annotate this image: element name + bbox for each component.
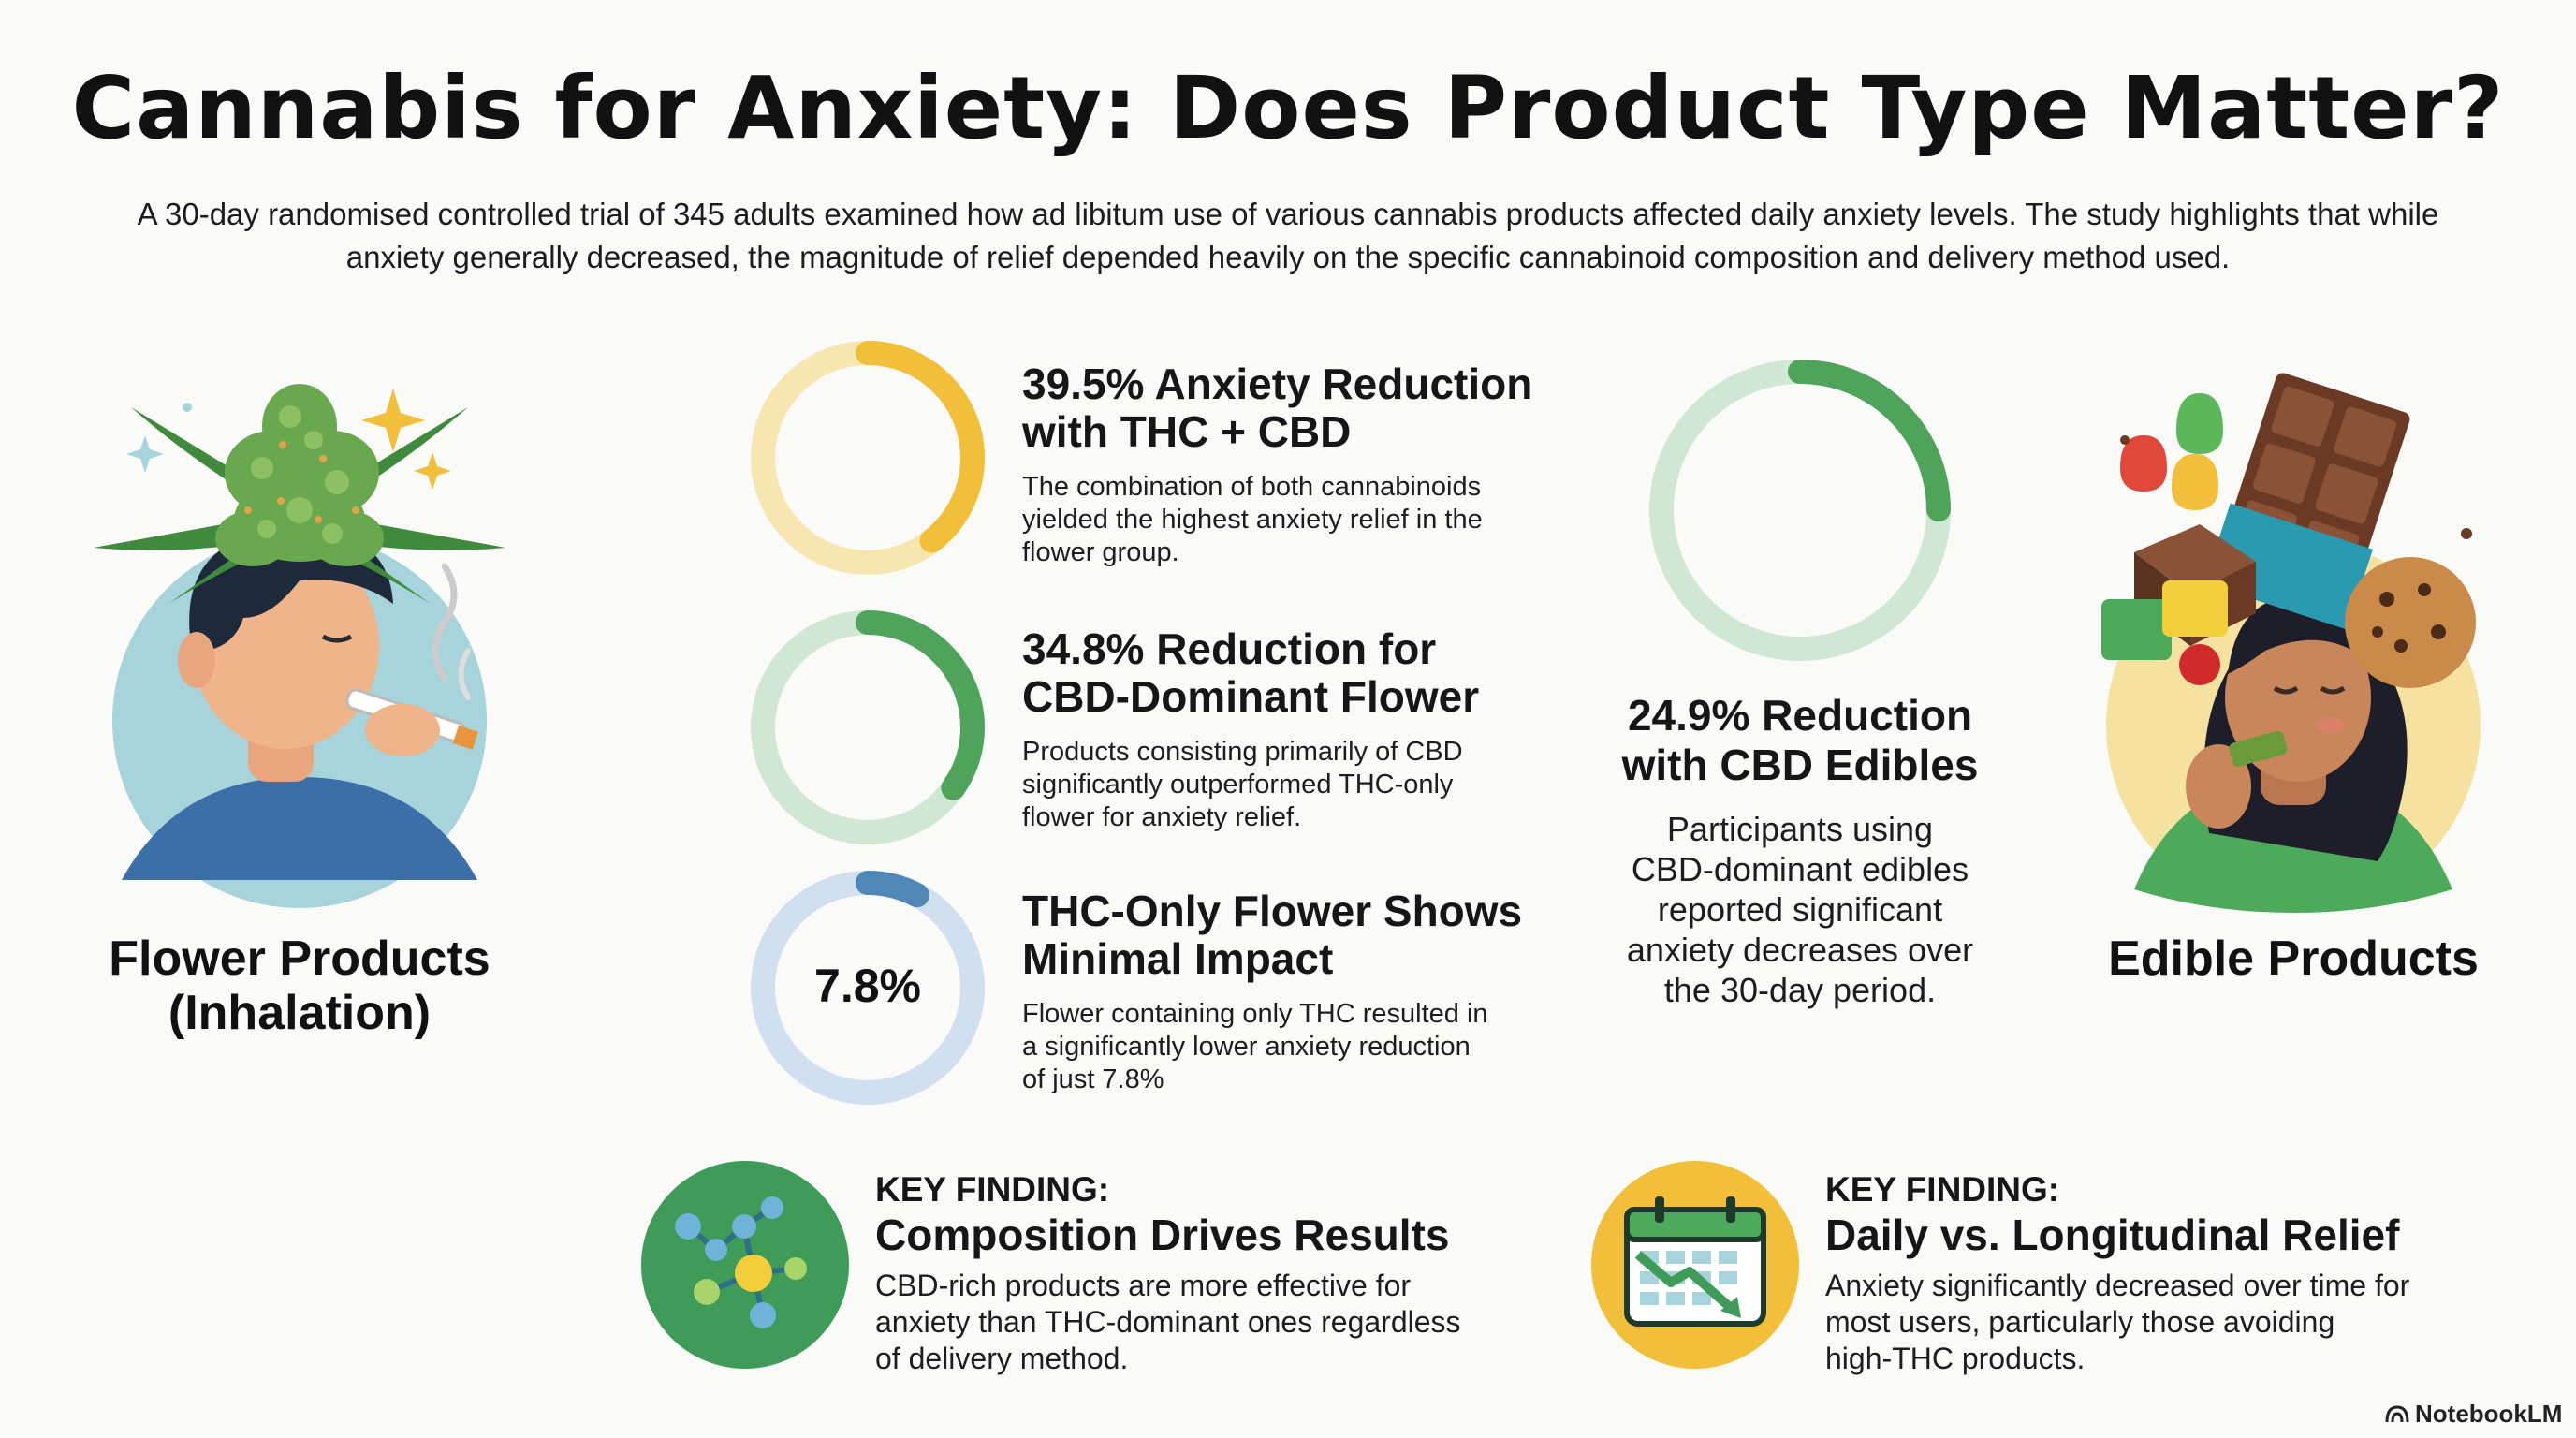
- ring-value-label: 7.8%: [814, 960, 921, 1012]
- calendar-trend-icon: [1591, 1161, 1799, 1369]
- stat-title-line: CBD-Dominant Flower: [1022, 672, 1480, 721]
- stat-title-line: with CBD Edibles: [1621, 741, 1979, 789]
- ring-progress: [751, 871, 985, 1105]
- stat-body-line: flower group.: [1022, 537, 1179, 567]
- key-finding-title: Daily vs. Longitudinal Relief: [1825, 1211, 2400, 1259]
- ring-thc-only: 7.8%: [749, 869, 987, 1107]
- key-finding-body-line: most users, particularly those avoiding: [1825, 1305, 2335, 1339]
- notebooklm-logo-icon: [2385, 1403, 2409, 1426]
- stat-body-line: Flower containing only THC resulted in: [1022, 999, 1488, 1029]
- ring-cbd-edibles: [1646, 356, 1954, 665]
- flower-label-line1: Flower Products: [109, 932, 490, 986]
- stat-title-line: 34.8% Reduction for: [1022, 624, 1437, 673]
- edible-products-label: Edible Products: [2108, 932, 2479, 986]
- stat-title-line: Minimal Impact: [1022, 934, 1334, 983]
- key-finding-eyebrow: KEY FINDING:: [1825, 1170, 2060, 1209]
- stat-body-line: the 30-day period.: [1663, 971, 1937, 1009]
- page-title: Cannabis for Anxiety: Does Product Type …: [71, 58, 2505, 158]
- key-finding-eyebrow: KEY FINDING:: [875, 1170, 1110, 1209]
- stat-cbd-edibles: 24.9% Reduction with CBD Edibles Partici…: [1543, 691, 2057, 1010]
- stat-body: The combination of both cannabinoids yie…: [1022, 471, 1546, 569]
- stat-body-line: reported significant: [1657, 890, 1943, 929]
- stat-title: 34.8% Reduction for CBD-Dominant Flower: [1022, 625, 1546, 721]
- stat-thc-only: THC-Only Flower Shows Minimal Impact Flo…: [1022, 888, 1546, 1096]
- stat-body-line: of just 7.8%: [1022, 1064, 1164, 1094]
- stat-body: Products consisting primarily of CBD sig…: [1022, 736, 1546, 834]
- intro-text: A 30-day randomised controlled trial of …: [137, 197, 2439, 274]
- ring-progress: [751, 610, 985, 844]
- flower-illustration: [66, 370, 552, 922]
- flower-products-label: Flower Products (Inhalation): [75, 932, 524, 1040]
- stat-body-line: a significantly lower anxiety reduction: [1022, 1032, 1471, 1062]
- key-finding-body-line: high-THC products.: [1825, 1342, 2086, 1375]
- stat-body-line: Products consisting primarily of CBD: [1022, 737, 1463, 767]
- key-finding-body-line: CBD-rich products are more effective for: [875, 1269, 1412, 1302]
- edibles-illustration: [2097, 365, 2490, 917]
- key-finding-body: Anxiety significantly decreased over tim…: [1825, 1268, 2537, 1377]
- key-finding-body-line: of delivery method.: [875, 1342, 1129, 1375]
- flower-label-line2: (Inhalation): [168, 986, 432, 1040]
- stat-title-line: 24.9% Reduction: [1627, 691, 1973, 740]
- stat-body-line: significantly outperformed THC-only: [1022, 770, 1454, 800]
- stat-body-line: The combination of both cannabinoids: [1022, 472, 1482, 502]
- key-finding-body-line: Anxiety significantly decreased over tim…: [1825, 1269, 2410, 1302]
- stat-thc-cbd: 39.5% Anxiety Reduction with THC + CBD T…: [1022, 360, 1546, 569]
- stat-body: Participants using CBD-dominant edibles …: [1543, 809, 2057, 1010]
- stat-body-line: anxiety decreases over: [1626, 931, 1974, 969]
- stat-title: 24.9% Reduction with CBD Edibles: [1543, 691, 2057, 790]
- ring-thc-cbd: [749, 339, 987, 577]
- key-finding-composition: KEY FINDING: Composition Drives Results …: [641, 1161, 1577, 1376]
- stat-body-line: yielded the highest anxiety relief in th…: [1022, 505, 1483, 535]
- stat-body-line: CBD-dominant edibles: [1631, 850, 1969, 888]
- brand-badge: NotebookLM: [2385, 1400, 2572, 1431]
- stat-title-line: THC-Only Flower Shows: [1022, 887, 1523, 935]
- stat-title: 39.5% Anxiety Reduction with THC + CBD: [1022, 360, 1546, 456]
- ring-progress: [1649, 360, 1951, 661]
- stat-cbd-dominant: 34.8% Reduction for CBD-Dominant Flower …: [1022, 625, 1546, 834]
- brand-name: NotebookLM: [2415, 1400, 2563, 1428]
- key-finding-title: Composition Drives Results: [875, 1211, 1450, 1259]
- key-finding-body: CBD-rich products are more effective for…: [875, 1268, 1568, 1377]
- key-finding-body-line: anxiety than THC-dominant ones regardles…: [875, 1305, 1461, 1339]
- ring-progress: [751, 341, 985, 575]
- stat-body-line: flower for anxiety relief.: [1022, 802, 1302, 832]
- stat-title-line: 39.5% Anxiety Reduction: [1022, 360, 1533, 408]
- stat-title-line: with THC + CBD: [1022, 407, 1352, 456]
- stat-body: Flower containing only THC resulted in a…: [1022, 998, 1546, 1096]
- key-finding-longitudinal: KEY FINDING: Daily vs. Longitudinal Reli…: [1591, 1161, 2537, 1376]
- molecule-icon: [641, 1161, 849, 1369]
- stat-title: THC-Only Flower Shows Minimal Impact: [1022, 888, 1546, 983]
- stat-body-line: Participants using: [1666, 810, 1934, 848]
- ring-cbd-dominant: [749, 609, 987, 846]
